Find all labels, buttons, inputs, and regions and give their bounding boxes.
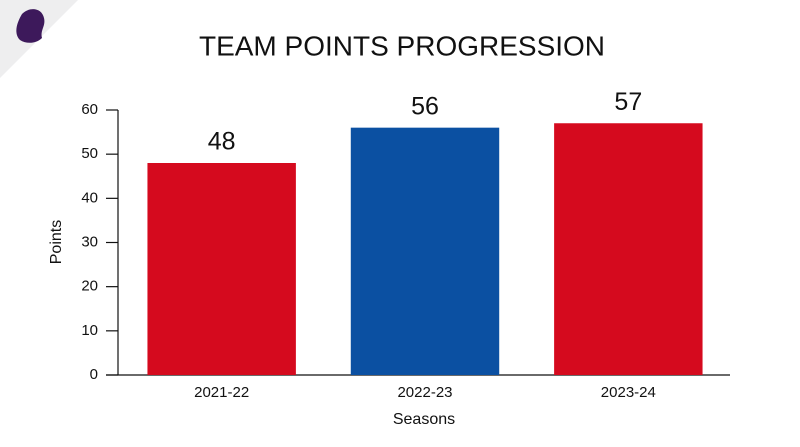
y-tick-label: 10: [81, 322, 98, 339]
x-tick-label: 2023-24: [601, 384, 656, 401]
y-tick-label: 40: [81, 189, 98, 206]
y-tick-label: 20: [81, 278, 98, 295]
y-tick-label: 50: [81, 145, 98, 162]
x-axis-label: Seasons: [393, 411, 455, 428]
data-label: 56: [411, 92, 439, 120]
bar: [147, 163, 296, 375]
bar: [350, 127, 500, 376]
data-label: 57: [614, 88, 642, 116]
bar: [554, 123, 703, 375]
y-tick-label: 60: [81, 101, 98, 118]
y-tick-label: 30: [81, 233, 98, 250]
y-axis-label: Points: [48, 220, 65, 264]
y-tick-label: 0: [90, 366, 98, 383]
data-label: 48: [208, 128, 236, 156]
logo: [16, 9, 45, 43]
x-tick-label: 2021-22: [194, 384, 249, 401]
chart-title: TEAM POINTS PROGRESSION: [199, 30, 605, 61]
x-tick-label: 2022-23: [397, 384, 452, 401]
